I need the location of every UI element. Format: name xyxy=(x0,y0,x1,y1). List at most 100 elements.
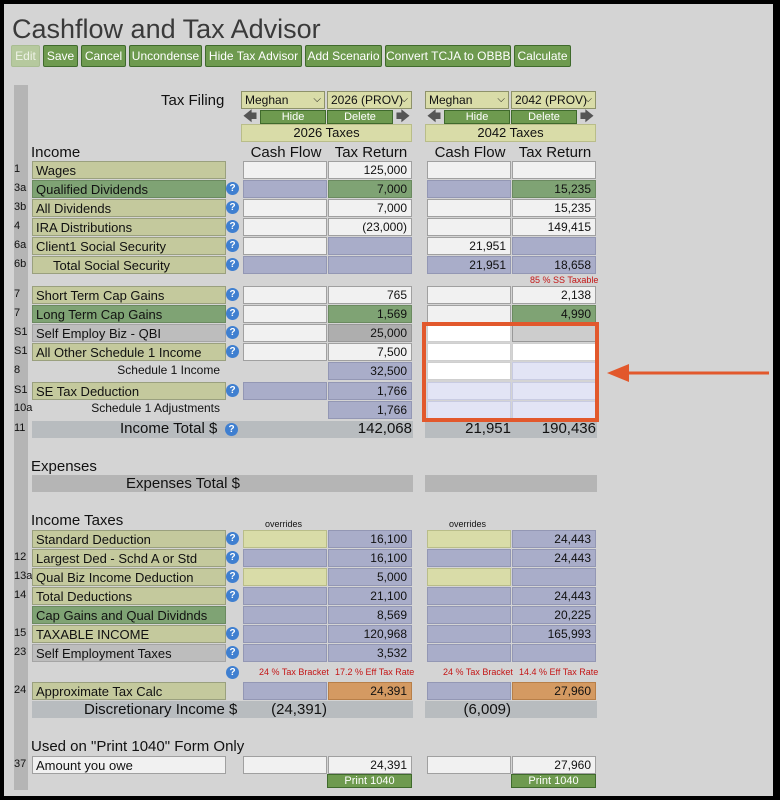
cell-lded-tr-a: 16,100 xyxy=(328,549,412,567)
person-select-b[interactable]: Meghan ⌵ xyxy=(425,91,509,109)
cell-ss-cf-b[interactable]: 21,951 xyxy=(427,237,511,255)
hide-tax-advisor-button[interactable]: Hide Tax Advisor xyxy=(205,45,302,67)
right-arrow-icon[interactable]: 🡆 xyxy=(579,108,595,124)
cell-ira-tr-a[interactable]: (23,000) xyxy=(328,218,412,236)
help-icon[interactable]: ? xyxy=(226,570,239,583)
row-label-client-ss: Client1 Social Security xyxy=(32,237,226,255)
add-scenario-button[interactable]: Add Scenario xyxy=(305,45,382,67)
tax-filing-label: Tax Filing xyxy=(161,92,225,109)
convert-tcja-button[interactable]: Convert TCJA to OBBB xyxy=(385,45,511,67)
save-button[interactable]: Save xyxy=(43,45,78,67)
cell-adiv-cf-b[interactable] xyxy=(427,199,511,217)
cell-setd-cf-a[interactable] xyxy=(243,382,327,400)
delete-button-a[interactable]: Delete xyxy=(327,110,393,124)
cell-ira-cf-b[interactable] xyxy=(427,218,511,236)
cell-stcg-cf-b[interactable] xyxy=(427,286,511,304)
cell-tax-tr-a: 24,391 xyxy=(328,682,412,700)
cell-ira-cf-a[interactable] xyxy=(243,218,327,236)
cell-tss-cf-a[interactable] xyxy=(243,256,327,274)
cell-wages-cf-a[interactable] xyxy=(243,161,327,179)
cell-stdded-override-a[interactable] xyxy=(243,530,327,548)
cell-wages-tr-a[interactable]: 125,000 xyxy=(328,161,412,179)
cell-ira-tr-b[interactable]: 149,415 xyxy=(512,218,596,236)
cell-qdiv-tr-a[interactable]: 7,000 xyxy=(328,180,412,198)
row-number: 6b xyxy=(14,258,27,270)
edit-button[interactable]: Edit xyxy=(11,45,40,67)
cell-adiv-cf-a[interactable] xyxy=(243,199,327,217)
help-icon[interactable]: ? xyxy=(226,220,239,233)
cell-sch1o-cf-b[interactable] xyxy=(427,343,511,361)
cell-sch1o-tr-a[interactable]: 7,500 xyxy=(328,343,412,361)
cell-stcg-tr-a[interactable]: 765 xyxy=(328,286,412,304)
print-1040-button-b[interactable]: Print 1040 xyxy=(511,774,596,788)
cell-wages-cf-b[interactable] xyxy=(427,161,511,179)
cell-ltcg-tr-b[interactable]: 4,990 xyxy=(512,305,596,323)
cell-qbid-tr-a: 5,000 xyxy=(328,568,412,586)
hide-button-a[interactable]: Hide xyxy=(260,110,326,124)
help-icon[interactable]: ? xyxy=(226,384,239,397)
cell-qdiv-cf-b[interactable] xyxy=(427,180,511,198)
help-icon[interactable]: ? xyxy=(226,307,239,320)
cell-ss-tr-b[interactable] xyxy=(512,237,596,255)
help-icon[interactable]: ? xyxy=(226,258,239,271)
cell-qbid-override-b[interactable] xyxy=(427,568,511,586)
print-1040-button-a[interactable]: Print 1040 xyxy=(327,774,412,788)
cell-setd-tr-a[interactable]: 1,766 xyxy=(328,382,412,400)
person-select-a[interactable]: Meghan ⌵ xyxy=(241,91,325,109)
year-select-b[interactable]: 2042 (PROV) ⌵ xyxy=(511,91,596,109)
cell-stcg-tr-b[interactable]: 2,138 xyxy=(512,286,596,304)
cell-qdiv-cf-a[interactable] xyxy=(243,180,327,198)
col-cash-flow-b: Cash Flow xyxy=(434,144,506,161)
scenario-heading-a: 2026 Taxes xyxy=(241,124,412,142)
help-icon[interactable]: ? xyxy=(226,288,239,301)
cancel-button[interactable]: Cancel xyxy=(81,45,126,67)
help-icon[interactable]: ? xyxy=(226,666,239,679)
cell-cgqd-tr-b: 20,225 xyxy=(512,606,596,624)
help-icon[interactable]: ? xyxy=(226,532,239,545)
year-select-a[interactable]: 2026 (PROV) ⌵ xyxy=(327,91,412,109)
cell-stcg-cf-a[interactable] xyxy=(243,286,327,304)
help-icon[interactable]: ? xyxy=(226,627,239,640)
help-icon[interactable]: ? xyxy=(226,345,239,358)
calculate-button[interactable]: Calculate xyxy=(514,45,571,67)
help-icon[interactable]: ? xyxy=(226,201,239,214)
hide-button-b[interactable]: Hide xyxy=(444,110,510,124)
help-icon[interactable]: ? xyxy=(226,239,239,252)
row-number: S1 xyxy=(14,326,28,338)
cell-qdiv-tr-b[interactable]: 15,235 xyxy=(512,180,596,198)
cell-wages-tr-b[interactable] xyxy=(512,161,596,179)
cell-adiv-tr-b[interactable]: 15,235 xyxy=(512,199,596,217)
help-icon[interactable]: ? xyxy=(226,551,239,564)
row-number: 7 xyxy=(14,288,21,300)
uncondense-button[interactable]: Uncondense xyxy=(129,45,202,67)
left-arrow-icon[interactable]: 🡄 xyxy=(242,108,258,124)
cell-ltcg-cf-a[interactable] xyxy=(243,305,327,323)
delete-button-b[interactable]: Delete xyxy=(511,110,577,124)
cell-sch1o-cf-a[interactable] xyxy=(243,343,327,361)
help-icon[interactable]: ? xyxy=(226,589,239,602)
help-icon[interactable]: ? xyxy=(226,182,239,195)
left-arrow-icon[interactable]: 🡄 xyxy=(426,108,442,124)
cell-tss-tr-b[interactable]: 18,658 xyxy=(512,256,596,274)
cell-tss-tr-a[interactable] xyxy=(328,256,412,274)
cell-ltcg-cf-b[interactable] xyxy=(427,305,511,323)
cell-tss-cf-b[interactable]: 21,951 xyxy=(427,256,511,274)
cell-ss-tr-a[interactable] xyxy=(328,237,412,255)
row-label-amount-owe: Amount you owe xyxy=(32,756,226,774)
cell-ti-tr-a: 120,968 xyxy=(328,625,412,643)
row-number: S1 xyxy=(14,345,28,357)
cell-qbi-tr-a[interactable]: 25,000 xyxy=(328,324,412,342)
cell-qbid-override-a[interactable] xyxy=(243,568,327,586)
cell-ss-cf-a[interactable] xyxy=(243,237,327,255)
highlight-box xyxy=(422,322,599,422)
income-total-tr-a: 142,068 xyxy=(357,420,412,437)
cell-setd-cf-b[interactable] xyxy=(427,382,511,400)
cell-qbi-cf-a[interactable] xyxy=(243,324,327,342)
cell-ltcg-tr-a[interactable]: 1,569 xyxy=(328,305,412,323)
help-icon[interactable]: ? xyxy=(225,423,238,436)
cell-adiv-tr-a[interactable]: 7,000 xyxy=(328,199,412,217)
right-arrow-icon[interactable]: 🡆 xyxy=(395,108,411,124)
help-icon[interactable]: ? xyxy=(226,646,239,659)
help-icon[interactable]: ? xyxy=(226,326,239,339)
cell-stdded-override-b[interactable] xyxy=(427,530,511,548)
